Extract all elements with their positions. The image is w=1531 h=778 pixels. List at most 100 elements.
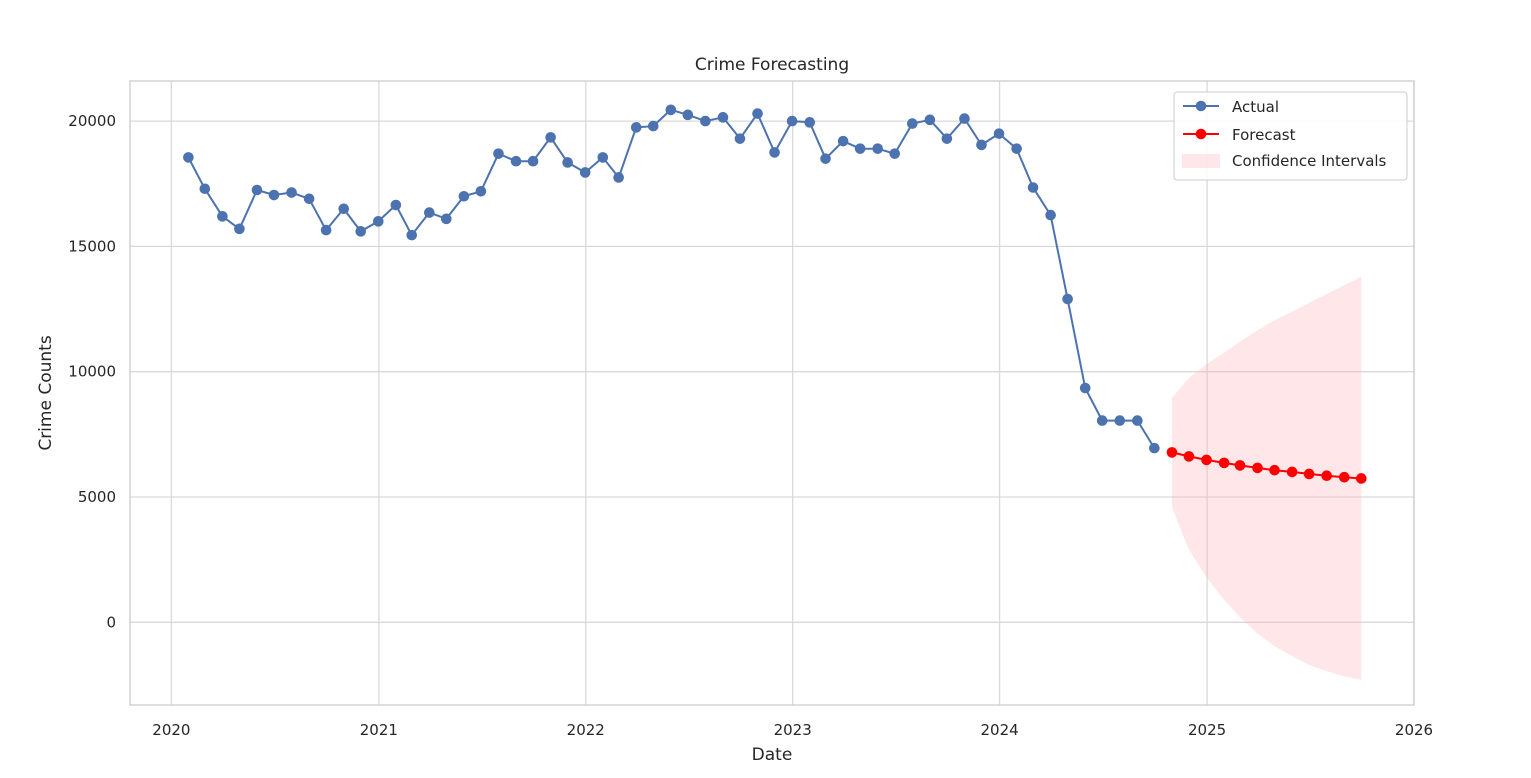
actual-data-point xyxy=(234,223,245,235)
actual-data-point xyxy=(804,117,815,128)
actual-data-point xyxy=(1062,293,1073,305)
x-axis-label: Date xyxy=(752,745,793,765)
x-tick-label: 2024 xyxy=(981,721,1019,739)
actual-data-point xyxy=(268,189,280,201)
actual-data-point xyxy=(752,108,763,119)
legend-actual-label: Actual xyxy=(1232,98,1279,116)
actual-series-line xyxy=(187,108,1156,449)
actual-data-point xyxy=(1114,415,1126,426)
actual-data-point xyxy=(1096,415,1108,426)
forecast-data-point xyxy=(1355,473,1367,484)
x-tick-label: 2023 xyxy=(774,721,812,739)
x-tick-label: 2025 xyxy=(1188,721,1226,739)
actual-data-point xyxy=(390,199,402,211)
actual-data-point xyxy=(734,133,746,144)
forecast-data-point xyxy=(1303,468,1315,480)
actual-data-point xyxy=(562,157,573,168)
legend-forecast-label: Forecast xyxy=(1232,126,1296,144)
actual-data-point xyxy=(1027,182,1039,193)
actual-data-point xyxy=(597,152,609,163)
confidence-interval-band xyxy=(1171,276,1362,680)
legend: Actual Forecast Confidence Intervals xyxy=(1173,91,1408,181)
actual-data-point xyxy=(475,185,487,197)
forecast-data-point xyxy=(1269,464,1280,476)
forecast-data-point xyxy=(1286,466,1298,478)
plot-frame xyxy=(129,80,1415,706)
forecast-data-point xyxy=(1321,470,1332,481)
y-tick-label: 15000 xyxy=(68,237,116,255)
actual-data-point xyxy=(510,155,522,167)
actual-data-point xyxy=(320,224,332,236)
actual-data-point xyxy=(458,190,470,202)
actual-data-point xyxy=(424,207,435,218)
actual-data-point xyxy=(647,120,659,132)
actual-data-point xyxy=(545,132,556,143)
actual-data-point xyxy=(1149,442,1160,454)
legend-ci-label: Confidence Intervals xyxy=(1232,152,1387,170)
forecast-data-point xyxy=(1234,460,1246,471)
y-tick-labels: 0 5000 10000 15000 20000 xyxy=(68,112,116,631)
legend-ci-patch xyxy=(1182,154,1220,168)
actual-data-point xyxy=(665,104,677,116)
actual-data-point xyxy=(959,113,970,124)
actual-data-point xyxy=(199,183,211,195)
x-tick-labels: 2020 2021 2022 2023 2024 2025 2026 xyxy=(152,721,1433,739)
actual-data-point xyxy=(872,143,884,154)
actual-data-point xyxy=(217,211,228,222)
actual-data-point xyxy=(527,155,539,167)
forecast-data-point xyxy=(1201,454,1212,466)
legend-actual-marker xyxy=(1195,100,1207,112)
actual-data-point xyxy=(820,153,831,164)
y-tick-label: 0 xyxy=(106,613,116,631)
actual-data-point xyxy=(630,122,642,133)
actual-data-point xyxy=(441,213,452,225)
actual-data-point xyxy=(976,139,987,151)
actual-data-point xyxy=(700,115,711,127)
actual-data-point xyxy=(1045,209,1056,221)
forecast-data-point xyxy=(1338,471,1350,483)
x-tick-label: 2026 xyxy=(1395,721,1433,739)
actual-data-point xyxy=(769,147,780,158)
y-tick-label: 10000 xyxy=(68,363,116,381)
actual-data-point xyxy=(786,115,798,127)
actual-data-point xyxy=(251,184,263,196)
forecast-data-point xyxy=(1218,457,1230,469)
actual-data-point xyxy=(286,187,297,198)
legend-forecast-marker xyxy=(1195,128,1207,140)
actual-data-point xyxy=(1132,415,1143,426)
actual-data-point xyxy=(941,133,953,144)
x-tick-label: 2022 xyxy=(567,721,605,739)
forecast-data-point xyxy=(1252,462,1263,474)
legend-box xyxy=(1173,91,1408,181)
actual-data-point xyxy=(907,118,918,129)
actual-data-point xyxy=(183,152,194,163)
series-layer xyxy=(183,104,1367,484)
forecast-data-point xyxy=(1166,447,1178,458)
actual-data-point xyxy=(372,216,384,227)
actual-data-point xyxy=(924,114,936,126)
chart-title: Crime Forecasting xyxy=(695,55,849,75)
actual-data-point xyxy=(1011,143,1022,154)
y-tick-label: 5000 xyxy=(78,488,116,506)
actual-data-point xyxy=(613,172,624,183)
actual-data-point xyxy=(993,128,1005,139)
actual-data-point xyxy=(406,229,418,241)
forecast-data-point xyxy=(1183,451,1195,462)
x-tick-label: 2020 xyxy=(152,721,190,739)
actual-data-point xyxy=(837,135,849,147)
actual-data-point xyxy=(682,109,694,121)
actual-data-point xyxy=(493,148,504,159)
actual-data-point xyxy=(717,112,729,123)
actual-data-point xyxy=(338,203,350,215)
actual-data-point xyxy=(854,143,866,154)
actual-data-point xyxy=(355,226,367,237)
y-tick-label: 20000 xyxy=(68,112,116,130)
actual-data-point xyxy=(303,193,315,205)
actual-data-point xyxy=(579,167,591,178)
grid-lines xyxy=(130,81,1415,705)
actual-data-point xyxy=(1079,382,1091,394)
y-axis-label: Crime Counts xyxy=(36,335,56,450)
x-tick-label: 2021 xyxy=(360,721,398,739)
actual-data-point xyxy=(889,148,901,159)
